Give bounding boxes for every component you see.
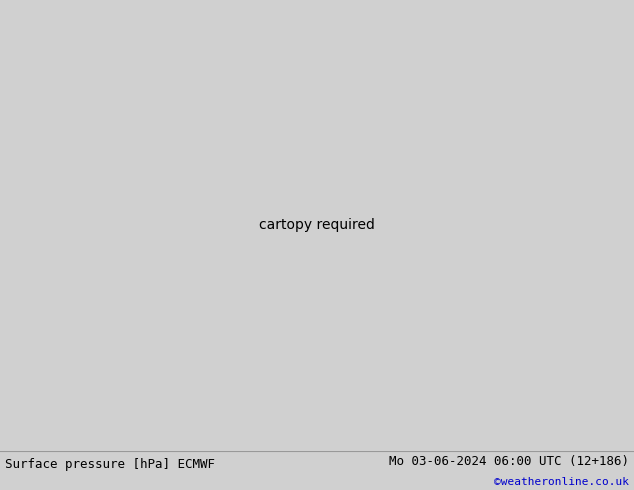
Text: Surface pressure [hPa] ECMWF: Surface pressure [hPa] ECMWF bbox=[5, 458, 215, 471]
Text: ©weatheronline.co.uk: ©weatheronline.co.uk bbox=[494, 477, 629, 487]
Text: cartopy required: cartopy required bbox=[259, 219, 375, 232]
Text: Mo 03-06-2024 06:00 UTC (12+186): Mo 03-06-2024 06:00 UTC (12+186) bbox=[389, 455, 629, 468]
